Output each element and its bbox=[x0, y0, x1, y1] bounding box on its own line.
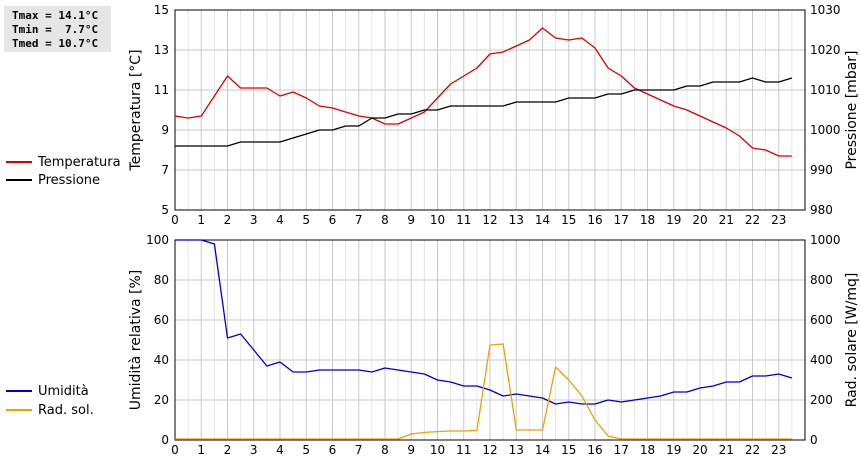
legend-swatch-humidity bbox=[6, 390, 32, 392]
humidity-radiation-ytick-label: 40 bbox=[154, 353, 169, 367]
humidity-radiation-xtick-label: 17 bbox=[614, 443, 629, 457]
humidity-radiation-xtick-label: 20 bbox=[692, 443, 707, 457]
temp-pressure-xtick-label: 12 bbox=[482, 213, 497, 227]
temp-pressure-plot-frame bbox=[174, 9, 806, 211]
temp-pressure-ytick-label: 5 bbox=[161, 203, 169, 217]
humidity-radiation-xtick-label: 0 bbox=[171, 443, 179, 457]
temp-pressure-xtick-label: 13 bbox=[509, 213, 524, 227]
temp-pressure-y2tick-label: 1000 bbox=[810, 123, 841, 137]
humidity-radiation-xtick-label: 7 bbox=[355, 443, 363, 457]
series-line-rad-sol bbox=[175, 343, 792, 440]
legend-swatch-pressure bbox=[6, 179, 32, 181]
temp-pressure-ytick-label: 13 bbox=[154, 43, 169, 57]
temp-pressure-ylabel: Temperatura [°C] bbox=[128, 49, 144, 171]
temp-pressure-xtick-label: 16 bbox=[587, 213, 602, 227]
humidity-radiation-y2tick-label: 1000 bbox=[810, 233, 841, 247]
legend-item-pressure: Pressione bbox=[6, 171, 100, 189]
temp-pressure-xtick-label: 3 bbox=[250, 213, 258, 227]
humidity-radiation-plot-frame bbox=[174, 239, 806, 441]
temp-pressure-xtick-label: 4 bbox=[276, 213, 284, 227]
humidity-radiation-y2tick-label: 600 bbox=[810, 313, 833, 327]
humidity-radiation-xtick-label: 9 bbox=[407, 443, 415, 457]
temp-pressure-xtick-label: 17 bbox=[614, 213, 629, 227]
series-line-umidit bbox=[175, 239, 793, 405]
tmax-label: Tmax = 14.1°C bbox=[12, 9, 99, 22]
series-line-temperatura bbox=[174, 27, 792, 157]
temp-pressure-xtick-label: 6 bbox=[329, 213, 337, 227]
temp-pressure-xtick-label: 1 bbox=[197, 213, 205, 227]
temp-pressure-y2tick-label: 1030 bbox=[810, 3, 841, 17]
humidity-radiation-ytick-label: 0 bbox=[161, 433, 169, 447]
legend-swatch-radiation bbox=[6, 409, 32, 411]
humidity-radiation-ytick-label: 60 bbox=[154, 313, 169, 327]
humidity-radiation-xtick-label: 16 bbox=[587, 443, 602, 457]
temp-pressure-xtick-label: 8 bbox=[381, 213, 389, 227]
tmed-label: Tmed = 10.7°C bbox=[12, 37, 99, 50]
humidity-radiation-y2label: Rad. solare [W/mq] bbox=[844, 273, 860, 408]
humidity-radiation-xtick-label: 19 bbox=[666, 443, 681, 457]
temp-pressure-xtick-label: 0 bbox=[171, 213, 179, 227]
humidity-radiation-ytick-label: 80 bbox=[154, 273, 169, 287]
legend-swatch-temperature bbox=[6, 161, 32, 163]
humidity-radiation-xtick-label: 22 bbox=[745, 443, 760, 457]
humidity-radiation-xtick-label: 11 bbox=[456, 443, 471, 457]
humidity-radiation-ytick-label: 20 bbox=[154, 393, 169, 407]
temp-pressure-xtick-label: 7 bbox=[355, 213, 363, 227]
temp-pressure-ytick-label: 11 bbox=[154, 83, 169, 97]
temp-pressure-xtick-label: 9 bbox=[407, 213, 415, 227]
humidity-radiation-xtick-label: 13 bbox=[509, 443, 524, 457]
temp-pressure-xtick-label: 5 bbox=[302, 213, 310, 227]
humidity-radiation-y2tick-label: 800 bbox=[810, 273, 833, 287]
humidity-radiation-xtick-label: 6 bbox=[329, 443, 337, 457]
temp-pressure-xtick-label: 18 bbox=[640, 213, 655, 227]
humidity-radiation-xtick-label: 18 bbox=[640, 443, 655, 457]
humidity-radiation-xtick-label: 10 bbox=[430, 443, 445, 457]
humidity-radiation-xtick-label: 4 bbox=[276, 443, 284, 457]
humidity-radiation-xtick-label: 3 bbox=[250, 443, 258, 457]
series-line-pressione bbox=[175, 77, 793, 147]
temp-pressure-xtick-label: 14 bbox=[535, 213, 550, 227]
legend-item-temperature: Temperatura bbox=[6, 153, 121, 171]
temp-pressure-ytick-label: 15 bbox=[154, 3, 169, 17]
stats-box: Tmax = 14.1°C Tmin = 7.7°C Tmed = 10.7°C bbox=[4, 6, 111, 52]
temp-pressure-xtick-label: 23 bbox=[771, 213, 786, 227]
tmin-label: Tmin = 7.7°C bbox=[12, 23, 99, 36]
humidity-radiation-xtick-label: 5 bbox=[302, 443, 310, 457]
humidity-radiation-xtick-label: 12 bbox=[482, 443, 497, 457]
humidity-radiation-ylabel: Umidità relativa [%] bbox=[128, 270, 144, 411]
humidity-radiation-y2tick-label: 0 bbox=[810, 433, 818, 447]
humidity-radiation-y2tick-label: 200 bbox=[810, 393, 833, 407]
humidity-radiation-xtick-label: 14 bbox=[535, 443, 550, 457]
temp-pressure-xtick-label: 2 bbox=[224, 213, 232, 227]
humidity-radiation-xtick-label: 15 bbox=[561, 443, 576, 457]
humidity-radiation-y2tick-label: 400 bbox=[810, 353, 833, 367]
temp-pressure-xtick-label: 22 bbox=[745, 213, 760, 227]
temp-pressure-xtick-label: 20 bbox=[692, 213, 707, 227]
legend-item-humidity: Umidità bbox=[6, 382, 89, 400]
humidity-radiation-xtick-label: 1 bbox=[197, 443, 205, 457]
legend-label-pressure: Pressione bbox=[38, 172, 101, 188]
temp-pressure-y2label: Pressione [mbar] bbox=[844, 50, 860, 169]
legend-label-temperature: Temperatura bbox=[38, 154, 121, 170]
humidity-radiation-xtick-label: 8 bbox=[381, 443, 389, 457]
temp-pressure-y2tick-label: 1020 bbox=[810, 43, 841, 57]
temp-pressure-y2tick-label: 990 bbox=[810, 163, 833, 177]
temp-pressure-xtick-label: 15 bbox=[561, 213, 576, 227]
temp-pressure-y2tick-label: 1010 bbox=[810, 83, 841, 97]
temp-pressure-ytick-label: 9 bbox=[161, 123, 169, 137]
legend-item-radiation: Rad. sol. bbox=[6, 401, 94, 419]
humidity-radiation-xtick-label: 21 bbox=[719, 443, 734, 457]
humidity-radiation-ytick-label: 100 bbox=[146, 233, 169, 247]
temp-pressure-xtick-label: 11 bbox=[456, 213, 471, 227]
temp-pressure-ytick-label: 7 bbox=[161, 163, 169, 177]
humidity-radiation-xtick-label: 23 bbox=[771, 443, 786, 457]
temp-pressure-xtick-label: 10 bbox=[430, 213, 445, 227]
legend-label-humidity: Umidità bbox=[38, 383, 89, 399]
legend-label-radiation: Rad. sol. bbox=[38, 402, 94, 418]
temp-pressure-xtick-label: 21 bbox=[719, 213, 734, 227]
temp-pressure-y2tick-label: 980 bbox=[810, 203, 833, 217]
humidity-radiation-xtick-label: 2 bbox=[224, 443, 232, 457]
temp-pressure-xtick-label: 19 bbox=[666, 213, 681, 227]
